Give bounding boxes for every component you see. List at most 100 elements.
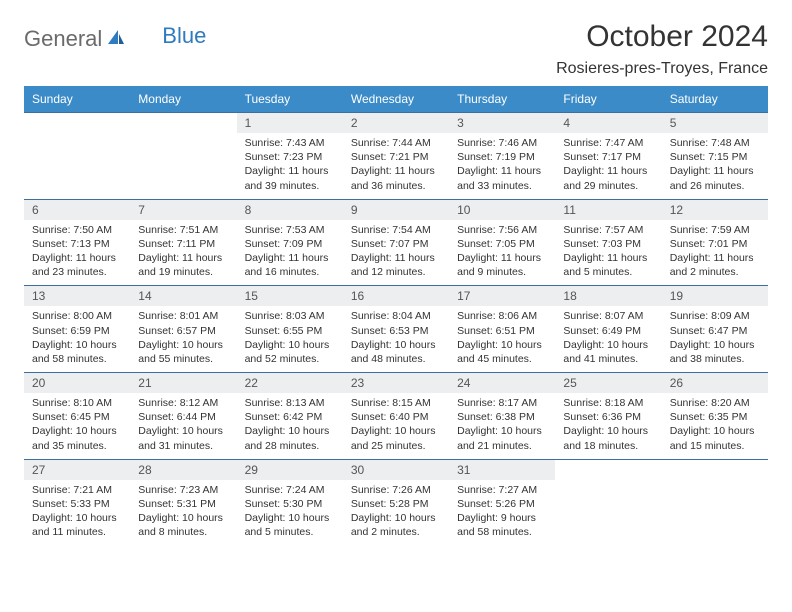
- day-number: 2: [343, 113, 449, 133]
- day-number: 16: [343, 286, 449, 306]
- weekday-header-row: Sunday Monday Tuesday Wednesday Thursday…: [24, 86, 768, 113]
- day-number: 10: [449, 200, 555, 220]
- calendar-day-cell: 15Sunrise: 8:03 AMSunset: 6:55 PMDayligh…: [237, 286, 343, 373]
- brand-sail-icon: [106, 28, 126, 51]
- brand-logo: General Blue: [24, 26, 206, 52]
- weekday-header: Sunday: [24, 86, 130, 113]
- day-number: 29: [237, 460, 343, 480]
- day-info: Sunrise: 8:15 AMSunset: 6:40 PMDaylight:…: [343, 393, 449, 459]
- day-number: 5: [662, 113, 768, 133]
- calendar-day-cell: 29Sunrise: 7:24 AMSunset: 5:30 PMDayligh…: [237, 459, 343, 545]
- calendar-day-cell: [130, 113, 236, 200]
- day-info: Sunrise: 8:12 AMSunset: 6:44 PMDaylight:…: [130, 393, 236, 459]
- day-info: Sunrise: 7:54 AMSunset: 7:07 PMDaylight:…: [343, 220, 449, 286]
- day-info: Sunrise: 7:53 AMSunset: 7:09 PMDaylight:…: [237, 220, 343, 286]
- day-number: 1: [237, 113, 343, 133]
- calendar-day-cell: 21Sunrise: 8:12 AMSunset: 6:44 PMDayligh…: [130, 373, 236, 460]
- calendar-day-cell: 23Sunrise: 8:15 AMSunset: 6:40 PMDayligh…: [343, 373, 449, 460]
- day-number: 13: [24, 286, 130, 306]
- day-number: 11: [555, 200, 661, 220]
- day-info: Sunrise: 7:43 AMSunset: 7:23 PMDaylight:…: [237, 133, 343, 199]
- calendar-day-cell: 12Sunrise: 7:59 AMSunset: 7:01 PMDayligh…: [662, 199, 768, 286]
- day-info: Sunrise: 8:00 AMSunset: 6:59 PMDaylight:…: [24, 306, 130, 372]
- calendar-day-cell: 10Sunrise: 7:56 AMSunset: 7:05 PMDayligh…: [449, 199, 555, 286]
- day-info: Sunrise: 7:48 AMSunset: 7:15 PMDaylight:…: [662, 133, 768, 199]
- day-number: 20: [24, 373, 130, 393]
- day-info: Sunrise: 7:59 AMSunset: 7:01 PMDaylight:…: [662, 220, 768, 286]
- calendar-day-cell: 18Sunrise: 8:07 AMSunset: 6:49 PMDayligh…: [555, 286, 661, 373]
- weekday-header: Monday: [130, 86, 236, 113]
- calendar-day-cell: 26Sunrise: 8:20 AMSunset: 6:35 PMDayligh…: [662, 373, 768, 460]
- calendar-day-cell: [24, 113, 130, 200]
- calendar-day-cell: 8Sunrise: 7:53 AMSunset: 7:09 PMDaylight…: [237, 199, 343, 286]
- day-number: 21: [130, 373, 236, 393]
- day-info: Sunrise: 8:06 AMSunset: 6:51 PMDaylight:…: [449, 306, 555, 372]
- calendar-day-cell: 6Sunrise: 7:50 AMSunset: 7:13 PMDaylight…: [24, 199, 130, 286]
- day-info: Sunrise: 8:01 AMSunset: 6:57 PMDaylight:…: [130, 306, 236, 372]
- day-number: 4: [555, 113, 661, 133]
- day-number: 31: [449, 460, 555, 480]
- weekday-header: Wednesday: [343, 86, 449, 113]
- day-number: 6: [24, 200, 130, 220]
- day-number: 19: [662, 286, 768, 306]
- calendar-week-row: 6Sunrise: 7:50 AMSunset: 7:13 PMDaylight…: [24, 199, 768, 286]
- day-info: Sunrise: 8:09 AMSunset: 6:47 PMDaylight:…: [662, 306, 768, 372]
- weekday-header: Thursday: [449, 86, 555, 113]
- calendar-day-cell: 25Sunrise: 8:18 AMSunset: 6:36 PMDayligh…: [555, 373, 661, 460]
- weekday-header: Tuesday: [237, 86, 343, 113]
- calendar-day-cell: 2Sunrise: 7:44 AMSunset: 7:21 PMDaylight…: [343, 113, 449, 200]
- title-block: October 2024 Rosieres-pres-Troyes, Franc…: [556, 20, 768, 78]
- day-number: 12: [662, 200, 768, 220]
- day-info: Sunrise: 7:56 AMSunset: 7:05 PMDaylight:…: [449, 220, 555, 286]
- calendar-table: Sunday Monday Tuesday Wednesday Thursday…: [24, 86, 768, 545]
- calendar-week-row: 27Sunrise: 7:21 AMSunset: 5:33 PMDayligh…: [24, 459, 768, 545]
- day-number: 28: [130, 460, 236, 480]
- day-info: Sunrise: 7:24 AMSunset: 5:30 PMDaylight:…: [237, 480, 343, 546]
- calendar-day-cell: 3Sunrise: 7:46 AMSunset: 7:19 PMDaylight…: [449, 113, 555, 200]
- brand-text-2: Blue: [162, 23, 206, 49]
- day-info: Sunrise: 7:51 AMSunset: 7:11 PMDaylight:…: [130, 220, 236, 286]
- day-number: 23: [343, 373, 449, 393]
- day-number: 18: [555, 286, 661, 306]
- day-number: 8: [237, 200, 343, 220]
- day-info: Sunrise: 7:44 AMSunset: 7:21 PMDaylight:…: [343, 133, 449, 199]
- calendar-day-cell: 19Sunrise: 8:09 AMSunset: 6:47 PMDayligh…: [662, 286, 768, 373]
- day-info: Sunrise: 8:17 AMSunset: 6:38 PMDaylight:…: [449, 393, 555, 459]
- day-info: Sunrise: 7:47 AMSunset: 7:17 PMDaylight:…: [555, 133, 661, 199]
- day-info: Sunrise: 7:27 AMSunset: 5:26 PMDaylight:…: [449, 480, 555, 546]
- calendar-day-cell: 9Sunrise: 7:54 AMSunset: 7:07 PMDaylight…: [343, 199, 449, 286]
- calendar-day-cell: 20Sunrise: 8:10 AMSunset: 6:45 PMDayligh…: [24, 373, 130, 460]
- day-info: Sunrise: 8:10 AMSunset: 6:45 PMDaylight:…: [24, 393, 130, 459]
- calendar-day-cell: 27Sunrise: 7:21 AMSunset: 5:33 PMDayligh…: [24, 459, 130, 545]
- day-info: Sunrise: 8:04 AMSunset: 6:53 PMDaylight:…: [343, 306, 449, 372]
- day-info: Sunrise: 8:18 AMSunset: 6:36 PMDaylight:…: [555, 393, 661, 459]
- day-info: Sunrise: 7:50 AMSunset: 7:13 PMDaylight:…: [24, 220, 130, 286]
- day-info: Sunrise: 7:57 AMSunset: 7:03 PMDaylight:…: [555, 220, 661, 286]
- day-info: Sunrise: 8:20 AMSunset: 6:35 PMDaylight:…: [662, 393, 768, 459]
- calendar-week-row: 1Sunrise: 7:43 AMSunset: 7:23 PMDaylight…: [24, 113, 768, 200]
- calendar-day-cell: 22Sunrise: 8:13 AMSunset: 6:42 PMDayligh…: [237, 373, 343, 460]
- calendar-day-cell: 28Sunrise: 7:23 AMSunset: 5:31 PMDayligh…: [130, 459, 236, 545]
- day-number: 7: [130, 200, 236, 220]
- weekday-header: Saturday: [662, 86, 768, 113]
- calendar-day-cell: 16Sunrise: 8:04 AMSunset: 6:53 PMDayligh…: [343, 286, 449, 373]
- day-number: 15: [237, 286, 343, 306]
- calendar-day-cell: [662, 459, 768, 545]
- day-info: Sunrise: 7:23 AMSunset: 5:31 PMDaylight:…: [130, 480, 236, 546]
- day-number: 26: [662, 373, 768, 393]
- day-number: 14: [130, 286, 236, 306]
- calendar-day-cell: 24Sunrise: 8:17 AMSunset: 6:38 PMDayligh…: [449, 373, 555, 460]
- calendar-day-cell: 31Sunrise: 7:27 AMSunset: 5:26 PMDayligh…: [449, 459, 555, 545]
- brand-text-1: General: [24, 26, 102, 52]
- calendar-day-cell: 11Sunrise: 7:57 AMSunset: 7:03 PMDayligh…: [555, 199, 661, 286]
- day-number: 3: [449, 113, 555, 133]
- day-number: 30: [343, 460, 449, 480]
- calendar-week-row: 13Sunrise: 8:00 AMSunset: 6:59 PMDayligh…: [24, 286, 768, 373]
- weekday-header: Friday: [555, 86, 661, 113]
- day-number: 22: [237, 373, 343, 393]
- header: General Blue October 2024 Rosieres-pres-…: [24, 20, 768, 78]
- calendar-day-cell: 30Sunrise: 7:26 AMSunset: 5:28 PMDayligh…: [343, 459, 449, 545]
- day-info: Sunrise: 7:46 AMSunset: 7:19 PMDaylight:…: [449, 133, 555, 199]
- day-number: 17: [449, 286, 555, 306]
- calendar-day-cell: 4Sunrise: 7:47 AMSunset: 7:17 PMDaylight…: [555, 113, 661, 200]
